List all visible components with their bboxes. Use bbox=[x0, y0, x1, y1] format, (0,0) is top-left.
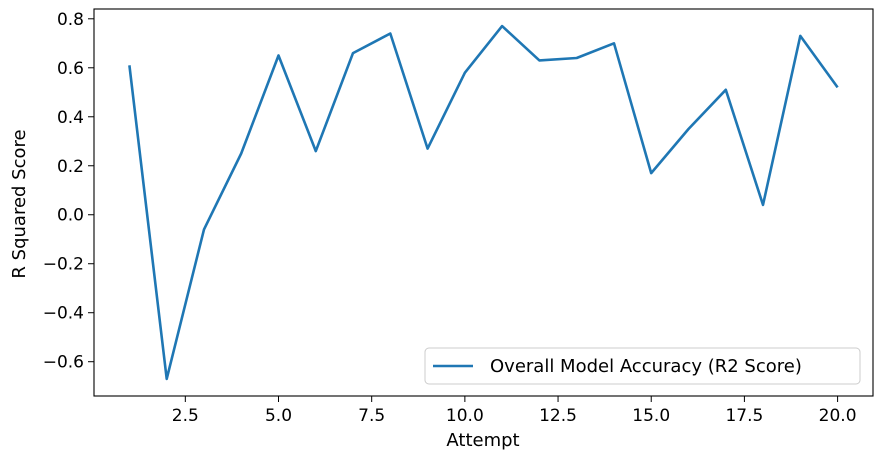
legend: Overall Model Accuracy (R2 Score) bbox=[424, 347, 861, 385]
y-tick-label: −0.2 bbox=[43, 255, 84, 275]
x-tick-label: 12.5 bbox=[539, 406, 577, 426]
x-tick-label: 7.5 bbox=[358, 406, 385, 426]
y-tick-label: 0.4 bbox=[57, 108, 84, 128]
x-tick-label: 10.0 bbox=[446, 406, 484, 426]
x-tick-label: 17.5 bbox=[725, 406, 763, 426]
x-axis-title: Attempt bbox=[446, 430, 519, 451]
x-tick-label: 15.0 bbox=[632, 406, 670, 426]
x-tick-label: 20.0 bbox=[819, 406, 857, 426]
y-tick-label: 0.0 bbox=[57, 206, 84, 226]
y-tick-label: 0.2 bbox=[57, 157, 84, 177]
y-axis: −0.6 −0.4 −0.2 0.0 0.2 0.4 0.6 0.8 bbox=[43, 10, 94, 373]
x-tick-label: 5.0 bbox=[265, 406, 292, 426]
series-line-r2-score bbox=[128, 24, 839, 381]
y-tick-label: 0.8 bbox=[57, 10, 84, 30]
y-tick-label: 0.6 bbox=[57, 59, 84, 79]
y-tick-label: −0.4 bbox=[43, 304, 84, 324]
y-tick-label: −0.6 bbox=[43, 353, 84, 373]
x-tick-label: 2.5 bbox=[172, 406, 199, 426]
x-axis: 2.5 5.0 7.5 10.0 12.5 15.0 17.5 20.0 bbox=[172, 396, 857, 426]
legend-box bbox=[424, 347, 861, 385]
legend-label: Overall Model Accuracy (R2 Score) bbox=[490, 356, 802, 377]
plot-area-frame bbox=[93, 8, 874, 397]
y-axis-title: R Squared Score bbox=[9, 129, 30, 278]
